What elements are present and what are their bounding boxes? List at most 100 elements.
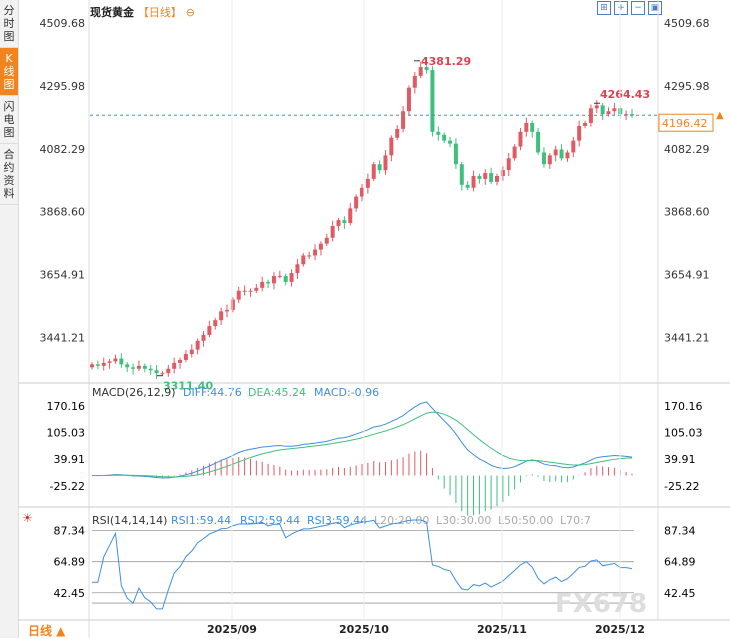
settings-sun-icon[interactable]: ☀ xyxy=(22,511,33,525)
macd-tick-right-1: 105.03 xyxy=(664,427,703,440)
macd-tick-left-2: 39.91 xyxy=(54,453,86,466)
y-tick-left-2: 4082.29 xyxy=(40,143,86,156)
rsi-line xyxy=(92,519,633,610)
candle-body xyxy=(424,67,429,71)
y-tick-right-5: 3441.21 xyxy=(664,331,710,344)
candle-body xyxy=(154,370,159,374)
candle-body xyxy=(172,362,177,369)
sidebar-tab-1[interactable]: K线图 xyxy=(0,48,18,96)
macd-tick-left-3: -25.22 xyxy=(50,480,85,493)
candle-body xyxy=(541,152,546,165)
candle-body xyxy=(330,226,335,238)
candle-body xyxy=(125,364,130,368)
candle-body xyxy=(142,365,147,369)
candle-body xyxy=(565,152,570,159)
candle-body xyxy=(465,184,470,188)
candle-body xyxy=(606,111,611,115)
candle-body xyxy=(471,175,476,188)
candle-body xyxy=(448,140,453,144)
rsi3-label: RSI3:59.44 xyxy=(307,514,367,527)
candle-body xyxy=(230,299,235,310)
l70-label: L70:7 xyxy=(560,514,591,527)
collapse-icon[interactable]: ⊖ xyxy=(185,6,195,19)
macd-dea-line xyxy=(91,411,633,478)
candle-body xyxy=(571,140,576,153)
macd-tick-right-3: -25.22 xyxy=(664,480,699,493)
y-tick-right-2: 4082.29 xyxy=(664,143,710,156)
candle-body xyxy=(307,255,312,257)
candle-body xyxy=(136,365,141,369)
macd-diff-line xyxy=(91,401,633,479)
candle-body xyxy=(271,276,276,284)
candle-body xyxy=(254,287,259,291)
candle-body xyxy=(371,164,376,179)
zoom-in-icon[interactable]: + xyxy=(614,1,628,15)
rsi-tick-left-2: 42.45 xyxy=(54,587,86,600)
candle-body xyxy=(236,290,241,300)
y-tick-left-0: 4509.68 xyxy=(40,17,86,30)
candle-body xyxy=(495,175,499,182)
candle-body xyxy=(418,67,423,76)
candle-body xyxy=(624,114,629,116)
candle-body xyxy=(148,368,153,371)
candle-body xyxy=(90,364,94,368)
zoom-out-icon[interactable]: − xyxy=(631,1,645,15)
candle-body xyxy=(107,361,112,363)
macd-tick-left-0: 170.16 xyxy=(47,400,86,413)
candle-body xyxy=(577,125,582,141)
candle-body xyxy=(101,362,106,366)
period-label[interactable]: 【日线】 xyxy=(137,6,182,19)
candle-body xyxy=(436,131,441,135)
candle-body xyxy=(160,373,165,375)
y-tick-right-1: 4295.98 xyxy=(664,80,710,93)
candle-body xyxy=(360,187,364,197)
footer-period-toggle[interactable]: 日线 ▲ xyxy=(28,624,66,638)
y-tick-left-3: 3868.60 xyxy=(40,206,86,219)
candle-body xyxy=(453,143,458,165)
candle-body xyxy=(365,178,370,188)
last-price-arrow: ▲ xyxy=(716,110,724,121)
candle-body xyxy=(594,105,599,109)
candle-body xyxy=(506,158,511,171)
high-label: 4381.29 xyxy=(421,55,471,68)
candle-body xyxy=(113,358,118,362)
candle-body xyxy=(412,75,417,88)
sidebar-tab-3[interactable]: 合约资料 xyxy=(0,144,18,205)
expand-icon[interactable]: ⊞ xyxy=(597,1,611,15)
sidebar-tab-0[interactable]: 分时图 xyxy=(0,0,18,48)
candle-body xyxy=(248,290,253,292)
candle-body xyxy=(283,276,288,282)
last-price-box xyxy=(658,113,714,132)
y-tick-left-5: 3441.21 xyxy=(40,331,86,344)
candle-body xyxy=(295,264,300,274)
candle-body xyxy=(207,326,212,335)
candle-body xyxy=(442,134,447,141)
y-tick-right-3: 3868.60 xyxy=(664,206,710,219)
rsi-tick-left-0: 87.34 xyxy=(54,525,86,538)
candle-body xyxy=(95,364,100,366)
candle-body xyxy=(583,123,588,126)
sidebar-tab-2[interactable]: 闪电图 xyxy=(0,96,18,144)
candle-body xyxy=(489,173,494,182)
low-label: 3311.40 xyxy=(163,380,213,393)
candle-body xyxy=(131,367,136,369)
rsi-tick-right-1: 64.89 xyxy=(664,556,696,569)
candle-body xyxy=(289,273,294,282)
candle-body xyxy=(530,123,535,132)
candle-body xyxy=(401,111,406,129)
last-price-label: 4196.42 xyxy=(662,117,708,130)
macd-tick-left-1: 105.03 xyxy=(47,427,86,440)
candle-body xyxy=(377,164,382,171)
instrument-name: 现货黄金 xyxy=(90,6,134,19)
y-tick-right-0: 4509.68 xyxy=(664,17,710,30)
candle-body xyxy=(213,320,218,327)
y-tick-left-4: 3654.91 xyxy=(40,269,86,282)
x-tick-3: 2025/12 xyxy=(595,623,645,636)
candle-body xyxy=(348,208,353,224)
candle-body xyxy=(219,311,224,321)
reset-icon[interactable]: ▣ xyxy=(648,1,662,15)
macd-diff-label: DIFF:44.76 xyxy=(183,386,242,399)
candle-body xyxy=(559,149,564,159)
rsi-tick-left-1: 64.89 xyxy=(54,556,86,569)
